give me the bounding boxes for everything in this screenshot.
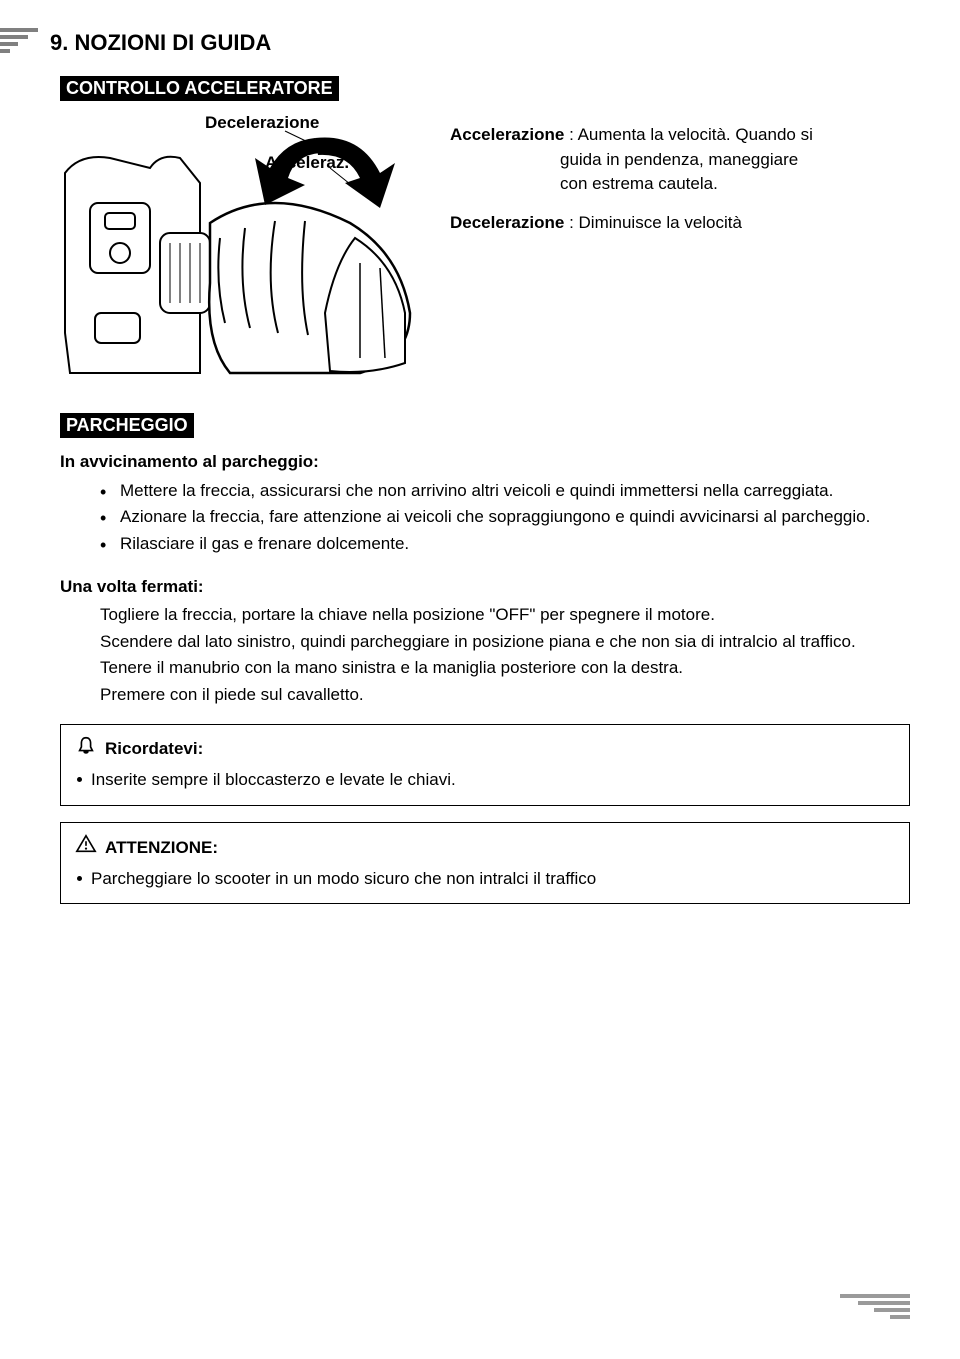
- stopped-lines: Togliere la freccia, portare la chiave n…: [100, 603, 910, 708]
- warning-item: Parcheggiare lo scooter in un modo sicur…: [75, 867, 895, 892]
- warning-icon: [75, 833, 97, 863]
- figure-decel-label: Decelerazione: [205, 113, 319, 133]
- decel-paragraph: Decelerazione : Diminuisce la velocità: [450, 211, 910, 236]
- remember-box: Ricordatevi: Inserite sempre il bloccast…: [60, 724, 910, 806]
- approach-item: Azionare la freccia, fare attenzione ai …: [100, 505, 910, 530]
- warning-list: Parcheggiare lo scooter in un modo sicur…: [75, 867, 895, 892]
- title-decorative-bars: [0, 28, 38, 53]
- approach-item: Rilasciare il gas e frenare dolcemente.: [100, 532, 910, 557]
- accel-paragraph: Accelerazione : Aumenta la velocità. Qua…: [450, 123, 910, 197]
- section-label-acceleratore: CONTROLLO ACCELERATORE: [60, 76, 339, 101]
- warning-box: ATTENZIONE: Parcheggiare lo scooter in u…: [60, 822, 910, 904]
- remember-item: Inserite sempre il bloccasterzo e levate…: [75, 768, 895, 793]
- accelerator-row: Decelerazione Acceleraz.: [60, 113, 910, 393]
- footer-decorative-bars: [840, 1294, 910, 1319]
- throttle-figure: Decelerazione Acceleraz.: [60, 113, 430, 393]
- stopped-line: Premere con il piede sul cavalletto.: [100, 683, 910, 708]
- accelerator-text: Accelerazione : Aumenta la velocità. Qua…: [450, 113, 910, 250]
- figure-accel-label: Acceleraz.: [265, 153, 349, 173]
- section-label-parcheggio: PARCHEGGIO: [60, 413, 194, 438]
- warning-title-row: ATTENZIONE:: [75, 833, 895, 863]
- bell-icon: [75, 735, 97, 765]
- remember-title-row: Ricordatevi:: [75, 735, 895, 765]
- approach-title: In avvicinamento al parcheggio:: [60, 450, 910, 475]
- page-title: 9. NOZIONI DI GUIDA: [50, 30, 910, 56]
- stopped-line: Scendere dal lato sinistro, quindi parch…: [100, 630, 910, 655]
- stopped-title: Una volta fermati:: [60, 575, 910, 600]
- approach-item: Mettere la freccia, assicurarsi che non …: [100, 479, 910, 504]
- stopped-line: Togliere la freccia, portare la chiave n…: [100, 603, 910, 628]
- remember-title: Ricordatevi:: [105, 737, 203, 762]
- stopped-line: Tenere il manubrio con la mano sinistra …: [100, 656, 910, 681]
- remember-list: Inserite sempre il bloccasterzo e levate…: [75, 768, 895, 793]
- warning-title: ATTENZIONE:: [105, 836, 218, 861]
- throttle-illustration: [60, 113, 430, 393]
- approach-list: Mettere la freccia, assicurarsi che non …: [100, 479, 910, 557]
- parking-body: In avvicinamento al parcheggio: Mettere …: [60, 450, 910, 904]
